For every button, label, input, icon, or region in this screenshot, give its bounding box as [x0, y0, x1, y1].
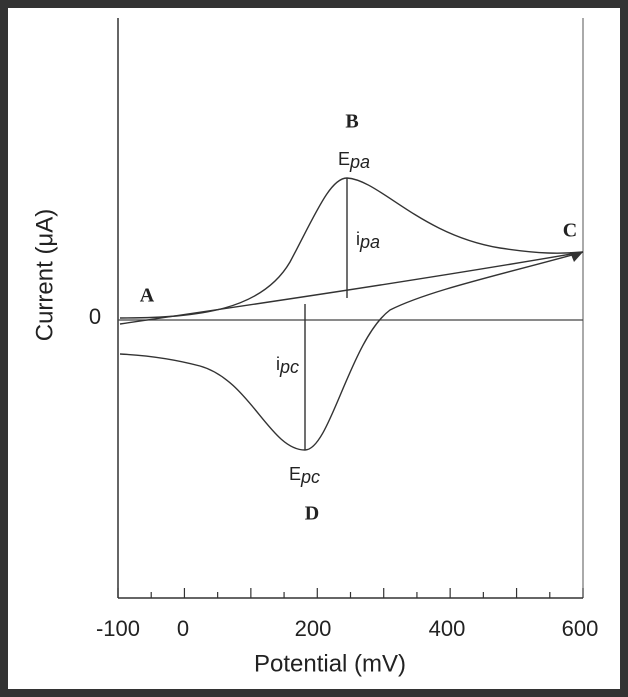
point-label: A	[140, 285, 155, 307]
epc-label: Epc	[289, 464, 320, 487]
point-label: D	[305, 503, 319, 525]
letter: E	[289, 464, 301, 484]
x-tick-labels: -100 0 200 400 600	[96, 616, 598, 641]
x-tick-label: 400	[429, 616, 466, 641]
epa-label: Epa	[338, 149, 370, 172]
subscript: pc	[300, 467, 320, 487]
y-axis-label: Current (μA)	[31, 209, 58, 342]
ipa-label: ipa	[356, 229, 380, 252]
y-zero-label: 0	[89, 304, 101, 329]
x-tick-label: 600	[562, 616, 599, 641]
x-tick-label: 200	[295, 616, 332, 641]
subscript: pa	[359, 232, 380, 252]
reverse-scan	[119, 251, 584, 451]
arrow	[570, 252, 583, 262]
tick-marks	[117, 588, 584, 598]
baseline	[119, 251, 584, 325]
letter: i	[276, 354, 280, 374]
x-axis-label: Potential (mV)	[254, 650, 406, 677]
subscript: pc	[279, 357, 299, 377]
subscript: pa	[349, 152, 370, 172]
point-label: B	[345, 111, 358, 133]
point-label: C	[563, 220, 577, 242]
x-tick-label: 0	[177, 616, 189, 641]
ipc-label: ipc	[276, 354, 299, 377]
letter: E	[338, 149, 350, 169]
letter: i	[356, 229, 360, 249]
x-tick-label: -100	[96, 616, 140, 641]
